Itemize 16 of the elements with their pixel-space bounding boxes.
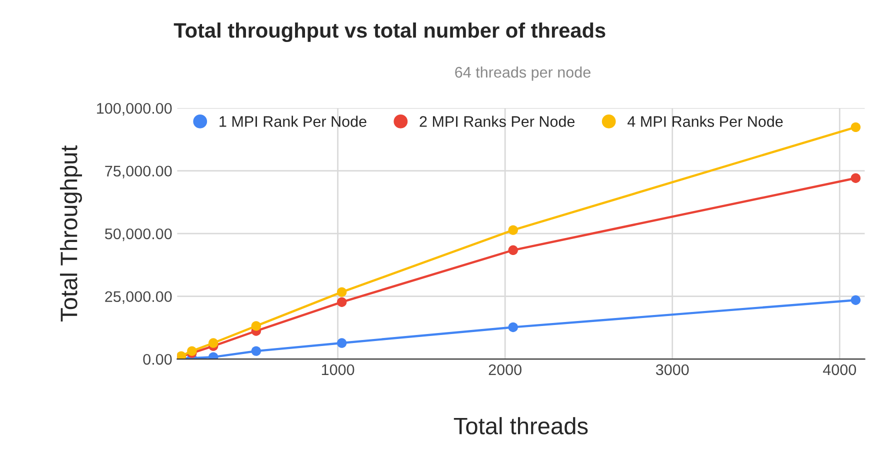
x-tick-label: 1000: [322, 364, 354, 376]
chart-subtitle: 64 threads per node: [455, 66, 590, 81]
y-tick-label: 75,000.00: [105, 166, 172, 178]
y-axis-title: Total Throughput: [60, 145, 82, 322]
y-tick-label: 25,000.00: [105, 291, 172, 304]
x-tick-label: 3000: [656, 364, 689, 376]
x-tick-label: 2000: [488, 364, 522, 376]
y-tick-label: 50,000.00: [104, 228, 172, 242]
legend-label: 2 MPI Ranks Per Node: [420, 116, 575, 127]
y-tick-label: 100,000.00: [97, 102, 172, 116]
x-tick-label: 4000: [823, 364, 856, 376]
x-axis-title: Total threads: [454, 417, 588, 434]
y-tick-label: 0.00: [143, 354, 172, 365]
legend-label: 1 MPI Rank Per Node: [220, 116, 366, 127]
legend-label: 4 MPI Ranks Per Node: [628, 116, 783, 127]
chart-title: Total throughput vs total number of threads: [174, 22, 606, 42]
